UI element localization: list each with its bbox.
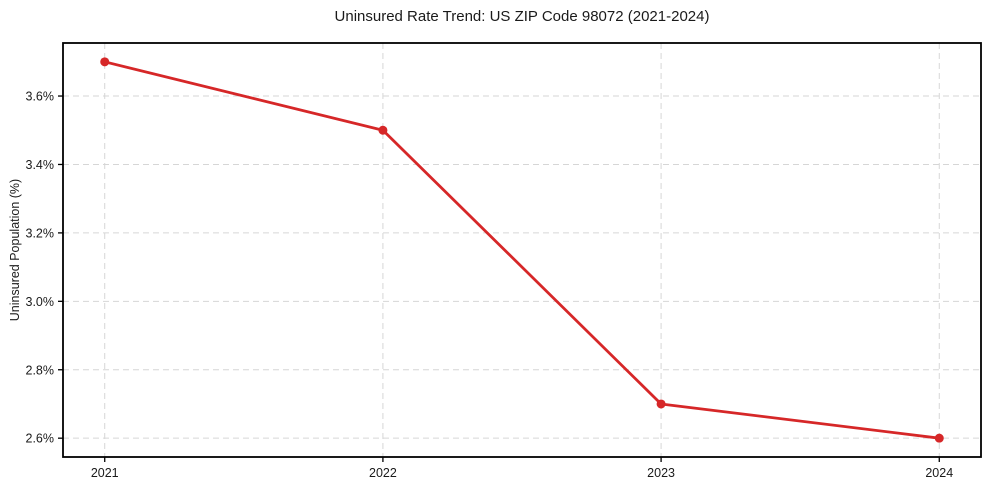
data-point-2023 (656, 399, 666, 409)
y-tick-label: 3.2% (26, 226, 55, 240)
x-tick-label: 2024 (925, 466, 953, 480)
y-axis-label: Uninsured Population (%) (8, 178, 22, 322)
data-point-2022 (378, 125, 388, 135)
x-tick-label: 2023 (647, 466, 675, 480)
x-tick-label: 2021 (91, 466, 119, 480)
plot-border (62, 42, 982, 458)
trend-line (103, 60, 941, 440)
data-point-2021 (100, 57, 110, 67)
y-tick-label: 2.6% (26, 432, 55, 446)
y-tick-label: 3.0% (26, 295, 55, 309)
data-point-2024 (934, 433, 944, 443)
y-tick-label: 2.8% (26, 363, 55, 377)
y-tick-label: 3.4% (26, 158, 55, 172)
x-tick-label: 2022 (369, 466, 397, 480)
y-tick-label: 3.6% (26, 90, 55, 104)
chart-title: Uninsured Rate Trend: US ZIP Code 98072 … (334, 8, 710, 25)
